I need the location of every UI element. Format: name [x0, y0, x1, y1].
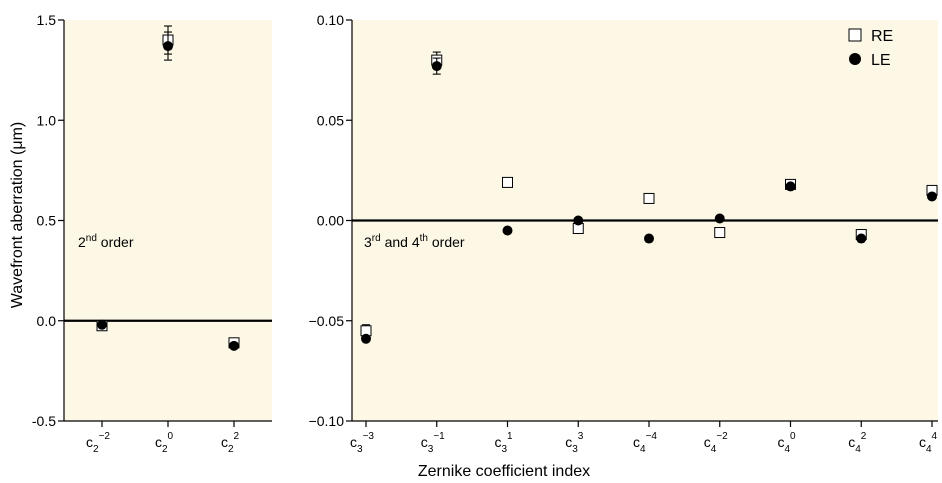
le-point: [714, 213, 725, 224]
order-annotation: 3rd and 4th order: [364, 233, 465, 250]
x-tick-label: c2−2: [86, 431, 110, 455]
x-tick-label: c4−2: [704, 431, 728, 455]
le-point: [856, 233, 867, 244]
le-point: [97, 319, 107, 330]
legend: RE LE: [848, 28, 893, 69]
re-point: [643, 192, 655, 204]
x-tick-label: c3−3: [350, 431, 374, 455]
legend-label: RE: [871, 28, 893, 45]
le-point: [644, 233, 654, 244]
le-point: [229, 340, 239, 351]
panel-2nd-order: -0.5 0.0 0.5 1.0 1.5 c2−2 c20 c22 2nd order: [32, 12, 272, 455]
y-tick-label: 0.10: [317, 12, 344, 28]
re-point: [502, 176, 513, 188]
le-point: [502, 225, 513, 236]
x-tick-label: c3−1: [421, 431, 445, 455]
y-tick-label: 1.5: [37, 12, 57, 28]
y-tick-label: 0.05: [317, 112, 344, 128]
le-point: [431, 61, 442, 72]
y-tick-label: −0.10: [309, 413, 345, 429]
y-tick-label: −0.05: [309, 313, 345, 329]
x-tick-label: c33: [565, 431, 584, 455]
legend-label: LE: [871, 52, 891, 69]
panel-3rd-4th-order: −0.10 −0.05 0.00 0.05 0.10 c3−3 c3−1 c31 c33 c4−4…: [309, 12, 938, 455]
legend-marker-le: [849, 53, 861, 65]
x-tick-label: c4−4: [633, 431, 657, 455]
y-tick-label: -0.5: [32, 413, 56, 429]
plot-area: [64, 20, 272, 421]
y-tick-label: 0.5: [37, 213, 57, 229]
y-axis-label: Wavefront aberration (μm): [9, 122, 26, 308]
re-point: [714, 227, 726, 239]
le-point: [573, 215, 584, 226]
le-point: [785, 181, 796, 192]
y-tick-label: 0.00: [317, 213, 344, 229]
le-point: [361, 333, 371, 344]
x-axis-label: Zernike coefficient index: [418, 463, 590, 480]
y-tick-label: 0.0: [37, 313, 57, 329]
legend-marker-re: [848, 28, 862, 42]
x-tick-label: c40: [777, 431, 796, 455]
x-tick-label: c42: [848, 431, 867, 455]
order-annotation: 2nd order: [78, 233, 134, 250]
x-tick-label: c31: [494, 431, 513, 455]
x-tick-label: c20: [155, 431, 174, 455]
le-point: [163, 41, 173, 52]
x-tick-label: c22: [221, 431, 240, 455]
le-point: [927, 191, 937, 202]
y-tick-label: 1.0: [37, 112, 57, 128]
x-tick-label: c44: [919, 431, 938, 455]
